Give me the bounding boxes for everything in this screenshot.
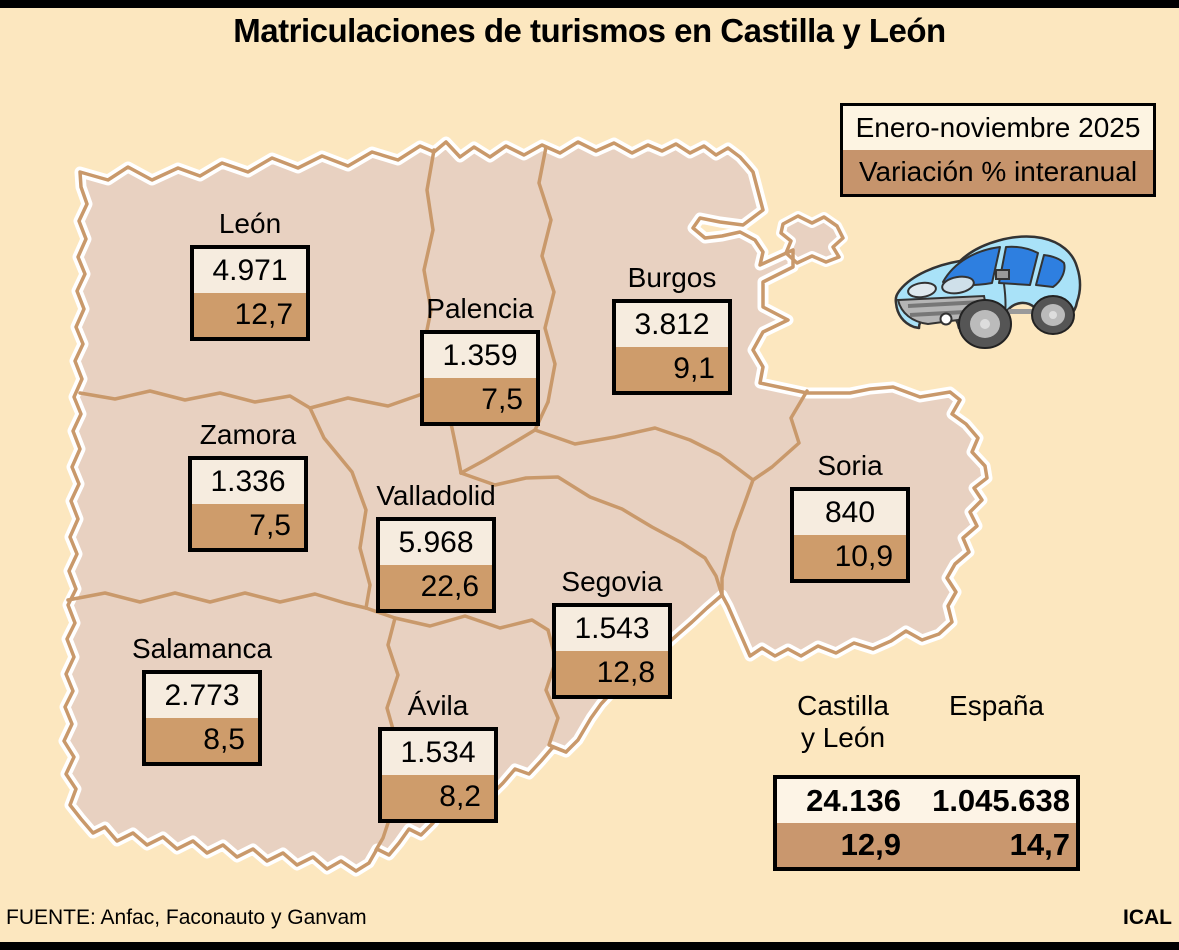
map-region-outline — [62, 140, 989, 873]
page-title: Matriculaciones de turismos en Castilla … — [233, 12, 946, 49]
province-label: León — [218, 208, 282, 239]
totals-box: 24.136 1.045.638 12,9 14,7 — [773, 775, 1080, 871]
province-variation: 8,5 — [146, 718, 258, 762]
province-label: Valladolid — [376, 480, 496, 511]
province-registrations: 1.534 — [382, 731, 494, 775]
province-data-box: 3.812 9,1 — [612, 299, 732, 395]
agency-credit: ICAL — [1123, 906, 1172, 929]
province-data-box: 5.968 22,6 — [376, 517, 496, 613]
province-label: Soria — [817, 450, 883, 481]
province-registrations: 3.812 — [616, 303, 728, 347]
map-exclave-outline — [779, 214, 845, 265]
totals-espana-registrations: 1.045.638 — [932, 783, 1070, 818]
legend-box: Enero-noviembre 2025 Variación % interan… — [840, 103, 1156, 197]
province-variation: 7,5 — [192, 504, 304, 548]
province-label: Palencia — [426, 293, 534, 324]
province-registrations: 840 — [794, 491, 906, 535]
province-registrations: 1.543 — [556, 607, 668, 651]
province-variation: 10,9 — [794, 535, 906, 579]
legend-period: Enero-noviembre 2025 — [843, 106, 1153, 150]
totals-espana-variation: 14,7 — [1009, 827, 1070, 862]
legend-variation-label: Variación % interanual — [843, 150, 1153, 194]
totals-headers: Castilla y León España — [773, 690, 1080, 754]
province-registrations: 1.336 — [192, 460, 304, 504]
province-data-box: 1.336 7,5 — [188, 456, 308, 552]
totals-cyl-registrations: 24.136 — [806, 783, 901, 818]
province-registrations: 1.359 — [424, 334, 536, 378]
province-registrations: 5.968 — [380, 521, 492, 565]
province-data-box: 4.971 12,7 — [190, 245, 310, 341]
province-data-box: 1.534 8,2 — [378, 727, 498, 823]
province-label: Segovia — [561, 566, 663, 597]
province-variation: 9,1 — [616, 347, 728, 391]
province-data-box: 840 10,9 — [790, 487, 910, 583]
province-variation: 8,2 — [382, 775, 494, 819]
car-icon — [894, 235, 1082, 349]
province-data-box: 2.773 8,5 — [142, 670, 262, 766]
province-label: Burgos — [627, 262, 717, 293]
totals-registrations-row: 24.136 1.045.638 — [777, 779, 1076, 823]
province-data-box: 1.543 12,8 — [552, 603, 672, 699]
province-variation: 22,6 — [380, 565, 492, 609]
totals-header-line2: y León — [800, 722, 886, 753]
province-label: Ávila — [407, 690, 469, 721]
province-variation: 7,5 — [424, 378, 536, 422]
province-variation: 12,8 — [556, 651, 668, 695]
totals-cyl-variation: 12,9 — [840, 827, 901, 862]
totals-header-castilla-y-leon: Castilla y León — [773, 690, 913, 754]
top-frame-bar — [0, 0, 1179, 8]
province-registrations: 2.773 — [146, 674, 258, 718]
source-credit: FUENTE: Anfac, Faconauto y Ganvam — [6, 906, 367, 929]
bottom-frame-bar — [0, 942, 1179, 950]
province-variation: 12,7 — [194, 293, 306, 337]
totals-variation-row: 12,9 14,7 — [777, 823, 1076, 867]
province-label: Salamanca — [131, 633, 273, 664]
footer: FUENTE: Anfac, Faconauto y Ganvam ICAL — [0, 902, 1179, 934]
totals-header-espana: España — [949, 690, 1044, 721]
province-registrations: 4.971 — [194, 249, 306, 293]
province-label: Zamora — [199, 419, 297, 450]
totals-header-line1: Castilla — [797, 690, 889, 721]
province-data-box: 1.359 7,5 — [420, 330, 540, 426]
